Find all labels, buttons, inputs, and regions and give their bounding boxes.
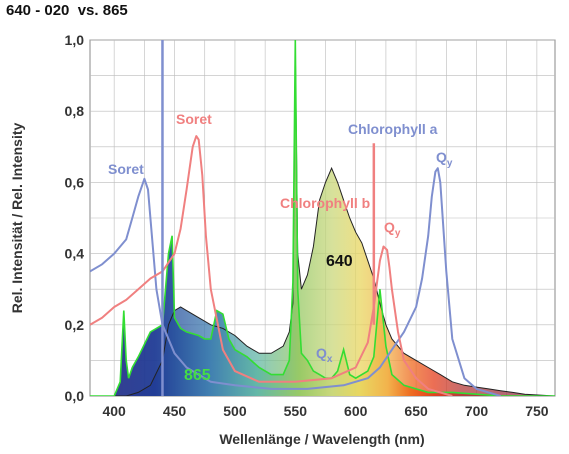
series-640-area	[90, 47, 555, 396]
y-tick-label: 0,8	[65, 103, 85, 119]
annotation-chlorophyll-b: Chlorophyll b	[280, 195, 370, 211]
x-axis-label: Wellenlänge / Wavelength (nm)	[219, 431, 424, 447]
y-tick-label: 0,0	[65, 388, 85, 404]
x-tick-label: 450	[163, 403, 187, 419]
annotation-chlorophyll-b: Soret	[176, 111, 212, 127]
y-tick-label: 0,6	[65, 174, 85, 190]
x-tick-label: 650	[404, 403, 428, 419]
series-chlorophyll-b-line	[90, 135, 453, 396]
x-tick-label: 400	[102, 403, 126, 419]
x-tick-label: 750	[525, 403, 549, 419]
series-865-line	[90, 40, 555, 396]
y-tick-label: 0,4	[65, 246, 85, 262]
annotation-640: 640	[326, 253, 353, 270]
y-tick-label: 1,0	[65, 32, 85, 48]
annotation-chlorophyll-a: Chlorophyll a	[348, 121, 438, 137]
x-tick-label: 600	[344, 403, 368, 419]
annotation-chlorophyll-a: Soret	[108, 161, 144, 177]
y-axis-label: Rel. Intensität / Rel. Intensity	[9, 122, 25, 313]
x-tick-label: 550	[284, 403, 308, 419]
chart-title: 640 - 020 vs. 865	[6, 2, 128, 19]
y-tick-label: 0,2	[65, 317, 85, 333]
annotation-865: 865	[184, 367, 211, 384]
x-tick-label: 500	[223, 403, 247, 419]
series-chlorophyll-a-line	[90, 167, 501, 396]
x-tick-label: 700	[465, 403, 489, 419]
series-640-line	[90, 47, 555, 396]
